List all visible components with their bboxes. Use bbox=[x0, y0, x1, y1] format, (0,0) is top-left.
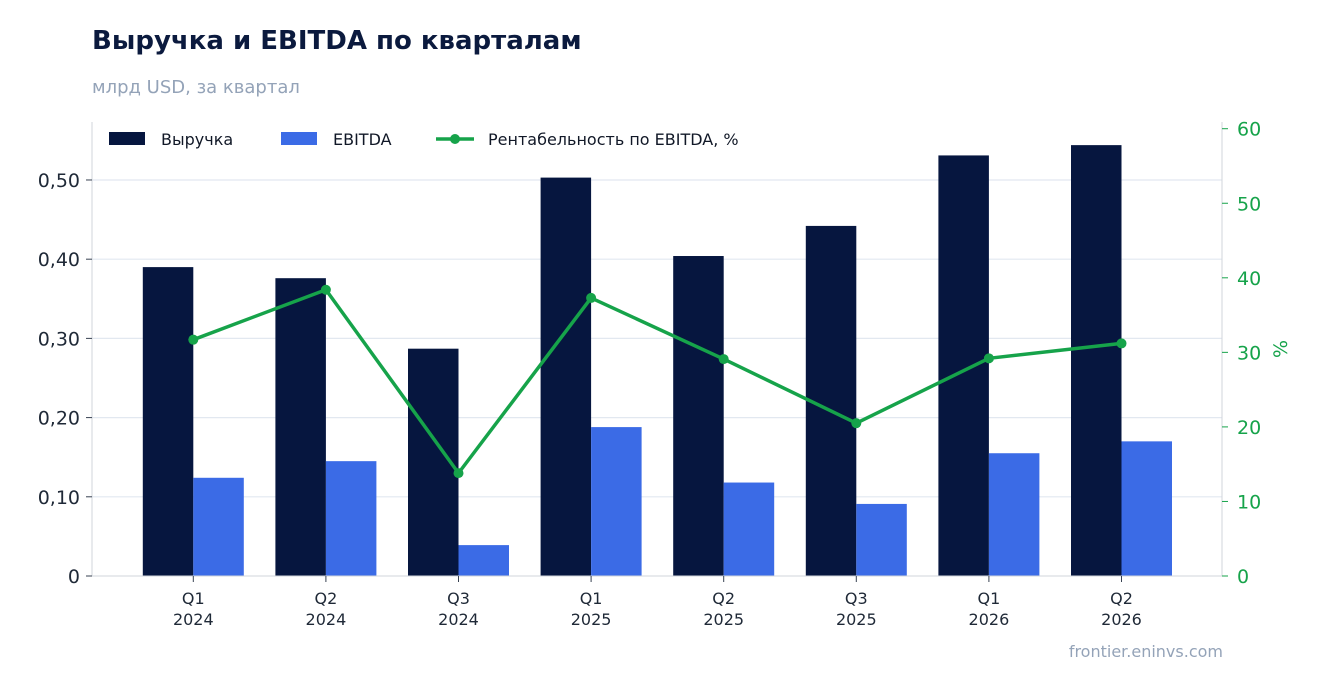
margin-point bbox=[320, 284, 331, 295]
ebitda-bar bbox=[988, 453, 1040, 576]
legend-label-revenue: Выручка bbox=[161, 130, 233, 149]
x-tick-label-year: 2024 bbox=[173, 610, 214, 629]
x-tick-label-quarter: Q3 bbox=[447, 589, 470, 608]
bars bbox=[142, 145, 1172, 577]
revenue-bar bbox=[142, 267, 194, 576]
x-tick-label-year: 2025 bbox=[571, 610, 612, 629]
ebitda-bar bbox=[856, 503, 907, 576]
x-tick-label-quarter: Q2 bbox=[1110, 589, 1133, 608]
x-tick-label-quarter: Q1 bbox=[978, 589, 1001, 608]
ebitda-bar bbox=[458, 545, 509, 576]
chart-subtitle: млрд USD, за квартал bbox=[92, 77, 300, 98]
left-tick-label: 0,40 bbox=[38, 249, 80, 271]
legend-label-ebitda: EBITDA bbox=[333, 130, 392, 149]
x-tick-label-quarter: Q3 bbox=[845, 589, 868, 608]
left-tick-label: 0,50 bbox=[38, 170, 80, 192]
ebitda-bar bbox=[325, 461, 377, 576]
legend-label-margin: Рентабельность по EBITDA, % bbox=[488, 130, 739, 149]
margin-point bbox=[851, 418, 862, 429]
revenue-bar bbox=[275, 278, 326, 576]
right-tick-label: 60 bbox=[1237, 119, 1261, 141]
x-tick-label-quarter: Q1 bbox=[182, 589, 205, 608]
ebitda-bar bbox=[591, 427, 642, 576]
legend: Выручка EBITDA Рентабельность по EBITDA, % bbox=[109, 130, 739, 149]
axes: 0 0,10 0,20 0,30 0,40 0,50 0 10 20 30 40 50 60% Q1 202… bbox=[38, 119, 1292, 629]
margin-series-line bbox=[191, 287, 1124, 475]
margin-line bbox=[188, 284, 1127, 479]
source-credit: frontier.eninvs.com bbox=[1068, 642, 1223, 661]
x-tick-label-quarter: Q2 bbox=[712, 589, 735, 608]
margin-point bbox=[718, 354, 729, 365]
x-tick-label-year: 2026 bbox=[969, 610, 1010, 629]
margin-point bbox=[586, 292, 597, 303]
revenue-bar bbox=[1071, 145, 1122, 577]
x-tick-label-year: 2025 bbox=[836, 610, 877, 629]
right-tick-label: 40 bbox=[1237, 268, 1261, 290]
x-tick-label-quarter: Q1 bbox=[580, 589, 603, 608]
right-axis-title: % bbox=[1270, 340, 1292, 358]
margin-point bbox=[1116, 338, 1127, 349]
x-tick-label-year: 2026 bbox=[1101, 610, 1142, 629]
left-tick-label: 0,30 bbox=[38, 328, 80, 350]
legend-swatch-margin-marker bbox=[450, 134, 460, 144]
gridlines bbox=[92, 179, 1222, 498]
left-tick-label: 0,10 bbox=[38, 487, 80, 509]
margin-point bbox=[453, 468, 464, 479]
revenue-bar bbox=[938, 155, 989, 576]
right-tick-label: 30 bbox=[1237, 342, 1261, 364]
ebitda-bar bbox=[1121, 441, 1172, 576]
right-tick-label: 50 bbox=[1237, 193, 1261, 215]
revenue-bar bbox=[540, 177, 592, 576]
left-tick-label: 0,20 bbox=[38, 408, 80, 430]
right-tick-label: 0 bbox=[1237, 566, 1249, 588]
left-tick-label: 0 bbox=[68, 566, 80, 588]
ebitda-bar bbox=[723, 482, 775, 576]
revenue-bar bbox=[673, 256, 724, 576]
x-tick-label-year: 2024 bbox=[306, 610, 347, 629]
margin-point bbox=[188, 334, 199, 345]
x-tick-label-quarter: Q2 bbox=[315, 589, 338, 608]
chart-title: Выручка и EBITDA по кварталам bbox=[92, 26, 582, 56]
legend-swatch-revenue bbox=[109, 132, 145, 145]
margin-point bbox=[983, 353, 994, 364]
x-tick-label-year: 2025 bbox=[703, 610, 744, 629]
ebitda-bar bbox=[193, 477, 244, 576]
x-tick-label-year: 2024 bbox=[438, 610, 479, 629]
right-tick-label: 20 bbox=[1237, 417, 1261, 439]
legend-swatch-ebitda bbox=[281, 132, 317, 145]
right-tick-label: 10 bbox=[1237, 491, 1261, 513]
